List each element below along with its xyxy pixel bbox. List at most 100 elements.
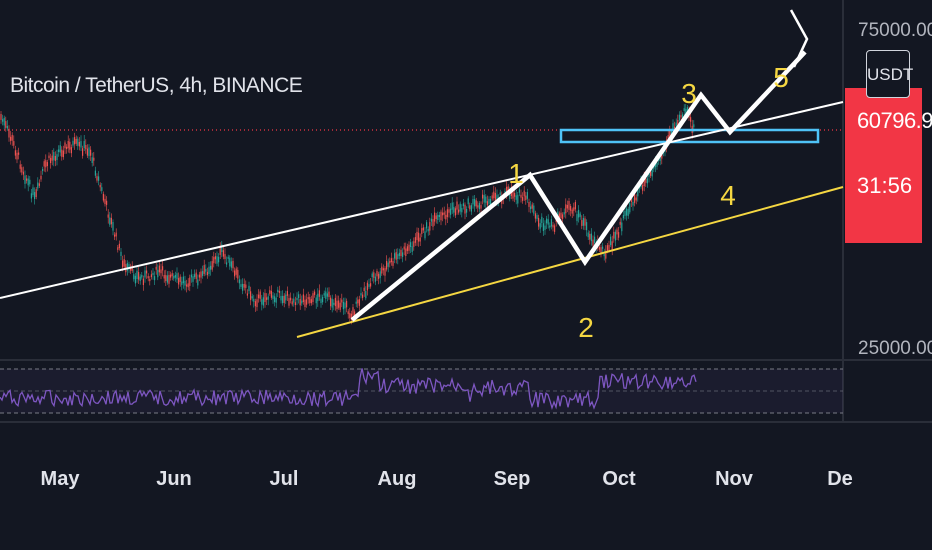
candle-body xyxy=(240,284,242,287)
candle-body xyxy=(70,147,72,154)
candle-body xyxy=(227,256,229,259)
candle-body xyxy=(130,268,132,271)
candle-body xyxy=(424,231,426,239)
candle-body xyxy=(574,202,576,210)
candle-body xyxy=(118,243,120,249)
candle-body xyxy=(219,247,221,255)
candle-body xyxy=(285,294,287,301)
candle-body xyxy=(458,209,460,213)
currency-badge[interactable]: USDT xyxy=(866,50,913,98)
candle-body xyxy=(426,222,428,229)
candle-body xyxy=(294,302,296,305)
resistance-zone xyxy=(559,128,820,144)
candle-body xyxy=(430,218,432,222)
candle-body xyxy=(514,193,516,197)
candle-body xyxy=(531,204,533,209)
candle-body xyxy=(523,190,525,197)
symbol-title[interactable]: Bitcoin / TetherUS, 4h, BINANCE xyxy=(10,74,303,97)
candle-body xyxy=(453,206,455,213)
candle-body xyxy=(507,186,509,192)
candle-body xyxy=(278,290,280,293)
projection-arrowhead xyxy=(789,9,809,68)
candle-body xyxy=(485,196,487,203)
candle-body xyxy=(584,218,586,226)
candle-body xyxy=(661,154,663,159)
candle-body xyxy=(110,217,112,225)
candle-body xyxy=(320,298,322,303)
candle-body xyxy=(494,193,496,202)
candle-body xyxy=(621,222,623,232)
candle-body xyxy=(61,149,63,157)
candle-body xyxy=(605,250,607,259)
candle-body xyxy=(69,141,71,150)
candle-body xyxy=(210,265,212,270)
candle-body xyxy=(440,211,442,221)
candle-body xyxy=(187,283,189,288)
candle-body xyxy=(120,251,122,256)
candle-body xyxy=(194,274,196,278)
candle-body xyxy=(334,297,336,307)
candle-body xyxy=(573,207,575,211)
candle-body xyxy=(406,246,408,251)
candle-body xyxy=(104,198,106,205)
candle-body xyxy=(0,114,2,120)
candle-body xyxy=(18,152,20,155)
candle-body xyxy=(211,261,213,270)
candle-body xyxy=(648,172,650,177)
candle-body xyxy=(24,175,26,184)
candle-body xyxy=(301,300,303,304)
candle-body xyxy=(587,232,589,238)
candle-body xyxy=(659,156,661,161)
candle-body xyxy=(354,311,356,317)
candle-body xyxy=(454,208,456,216)
candle-body xyxy=(536,215,538,219)
candle-body xyxy=(101,187,103,191)
candle-body xyxy=(627,208,629,216)
candle-body xyxy=(670,130,672,135)
candle-body xyxy=(480,205,482,209)
candle-body xyxy=(128,264,130,270)
candle-body xyxy=(374,276,376,282)
candle-body xyxy=(592,239,594,246)
candle-body xyxy=(224,254,226,259)
candle-body xyxy=(619,221,621,225)
candle-body xyxy=(78,142,80,147)
candle-body xyxy=(534,213,536,219)
candle-body xyxy=(326,293,328,297)
candle-body xyxy=(154,276,156,281)
candle-body xyxy=(373,272,375,278)
candle-body xyxy=(261,299,263,305)
candle-body xyxy=(134,275,136,284)
candle-body xyxy=(309,297,311,304)
candle-body xyxy=(8,128,10,138)
candle-body xyxy=(67,141,69,149)
candle-body xyxy=(547,219,549,225)
candle-body xyxy=(234,270,236,277)
candle-body xyxy=(675,122,677,127)
candle-body xyxy=(267,296,269,300)
candle-body xyxy=(322,296,324,303)
candle-body xyxy=(155,266,157,270)
candle-body xyxy=(256,299,258,308)
candle-body xyxy=(266,297,268,300)
candle-body xyxy=(589,233,591,240)
candle-body xyxy=(288,298,290,306)
candle-body xyxy=(16,152,18,160)
candle-body xyxy=(200,271,202,278)
x-tick-may: May xyxy=(40,468,80,490)
x-tick-oct: Oct xyxy=(602,468,636,490)
candle-body xyxy=(408,244,410,251)
candle-body xyxy=(390,258,392,263)
candle-body xyxy=(366,282,368,291)
candle-body xyxy=(202,271,204,276)
candle-body xyxy=(618,232,620,238)
candle-body xyxy=(302,294,304,302)
candle-body xyxy=(106,200,108,205)
candle-body xyxy=(306,299,308,305)
candle-body xyxy=(58,149,60,152)
candle-body xyxy=(53,152,55,161)
candle-body xyxy=(355,301,357,304)
candle-body xyxy=(512,191,514,199)
